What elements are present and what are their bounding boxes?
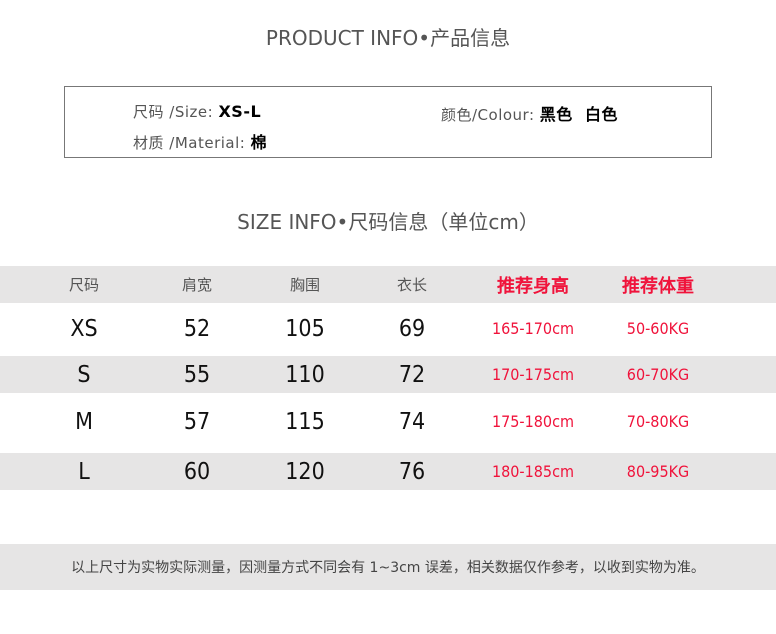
table-cell: M [75, 408, 93, 435]
table-cell: 170-175cm [491, 365, 575, 384]
table-cell: 70-80KG [626, 412, 690, 431]
table-cell: 180-185cm [491, 462, 575, 481]
table-cell: 57 [183, 408, 211, 435]
header-cell: 肩宽 [181, 276, 212, 294]
colour-value: 黑色 白色 [539, 105, 618, 124]
product-info-box: 尺码 /Size: XS-L 颜色/Colour: 黑色 白色 材质 /Mate… [64, 86, 712, 158]
table-cell: 60-70KG [626, 365, 690, 384]
table-cell: 80-95KG [626, 462, 690, 481]
table-cell: 50-60KG [626, 319, 690, 338]
table-cell: 165-170cm [491, 319, 575, 338]
table-cell: 55 [183, 361, 211, 388]
footer-note: 以上尺寸为实物实际测量，因测量方式不同会有 1~3cm 误差，相关数据仅作参考，… [0, 544, 776, 590]
table-row: XS 52 105 69 165-170cm 50-60KG [0, 310, 776, 347]
table-cell: 115 [285, 408, 325, 435]
material-label: 材质 /Material: [133, 134, 246, 152]
size-value: XS-L [218, 102, 262, 121]
table-cell: 120 [285, 458, 325, 485]
table-cell: 74 [398, 408, 426, 435]
size-field: 尺码 /Size: XS-L [133, 101, 261, 122]
product-info-title: PRODUCT INFO•产品信息 [265, 26, 511, 50]
size-label: 尺码 /Size: [133, 103, 214, 121]
header-cell: 推荐身高 [497, 275, 569, 297]
table-row: M 57 115 74 175-180cm 70-80KG [0, 403, 776, 440]
table-cell: 105 [285, 315, 325, 342]
header-cell: 推荐体重 [622, 275, 694, 297]
table-cell: 52 [183, 315, 211, 342]
header-cell: 胸围 [289, 276, 320, 294]
table-cell: 60 [183, 458, 211, 485]
header-cell: 衣长 [396, 276, 427, 294]
table-cell: 76 [398, 458, 426, 485]
colour-field: 颜色/Colour: 黑色 白色 [441, 101, 618, 125]
table-cell: 110 [285, 361, 325, 388]
colour-label: 颜色/Colour: [441, 106, 535, 124]
material-field: 材质 /Material: 棉 [133, 129, 267, 153]
table-cell: 175-180cm [491, 412, 575, 431]
header-cell: 尺码 [68, 276, 99, 294]
table-cell: 72 [398, 361, 426, 388]
table-row: S 55 110 72 170-175cm 60-70KG [0, 356, 776, 393]
table-cell: 69 [398, 315, 426, 342]
table-header-row: 尺码 肩宽 胸围 衣长 推荐身高 推荐体重 [0, 266, 776, 303]
size-info-title: SIZE INFO•尺码信息（单位cm） [237, 210, 539, 234]
table-cell: XS [70, 315, 98, 342]
material-value: 棉 [250, 133, 268, 152]
table-cell: L [78, 458, 90, 485]
table-cell: S [77, 361, 91, 388]
table-row: L 60 120 76 180-185cm 80-95KG [0, 453, 776, 490]
